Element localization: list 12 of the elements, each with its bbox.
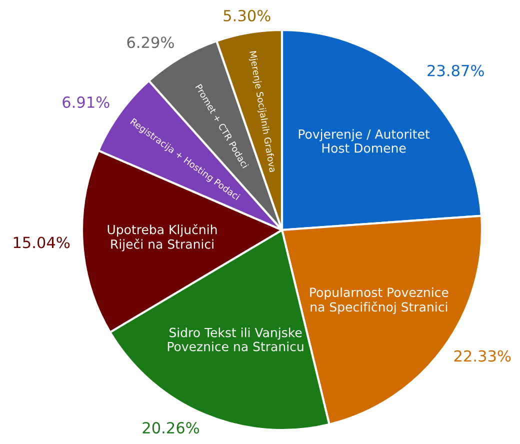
- slice-label: Sidro Tekst ili Vanjske Poveznice na Stranicu: [168, 328, 304, 352]
- slice-label: Upotreba Ključnih Riječi na Stranici: [108, 224, 217, 252]
- data-label: 5.30%: [224, 10, 270, 22]
- slice-label: Mjerenje Socijalnih Grafova: [248, 50, 277, 172]
- data-label: 20.26%: [142, 422, 200, 434]
- slice-label: Povjerenje / Autoritet Host Domene: [298, 129, 430, 153]
- data-label: 6.29%: [127, 36, 174, 48]
- data-label: 15.04%: [14, 236, 70, 248]
- data-label: 23.87%: [428, 64, 484, 76]
- data-label: 22.33%: [454, 350, 511, 362]
- slice-label: Popularnost Poveznice na Specifičnoj Stranici: [310, 287, 448, 314]
- data-label: 6.91%: [62, 96, 110, 108]
